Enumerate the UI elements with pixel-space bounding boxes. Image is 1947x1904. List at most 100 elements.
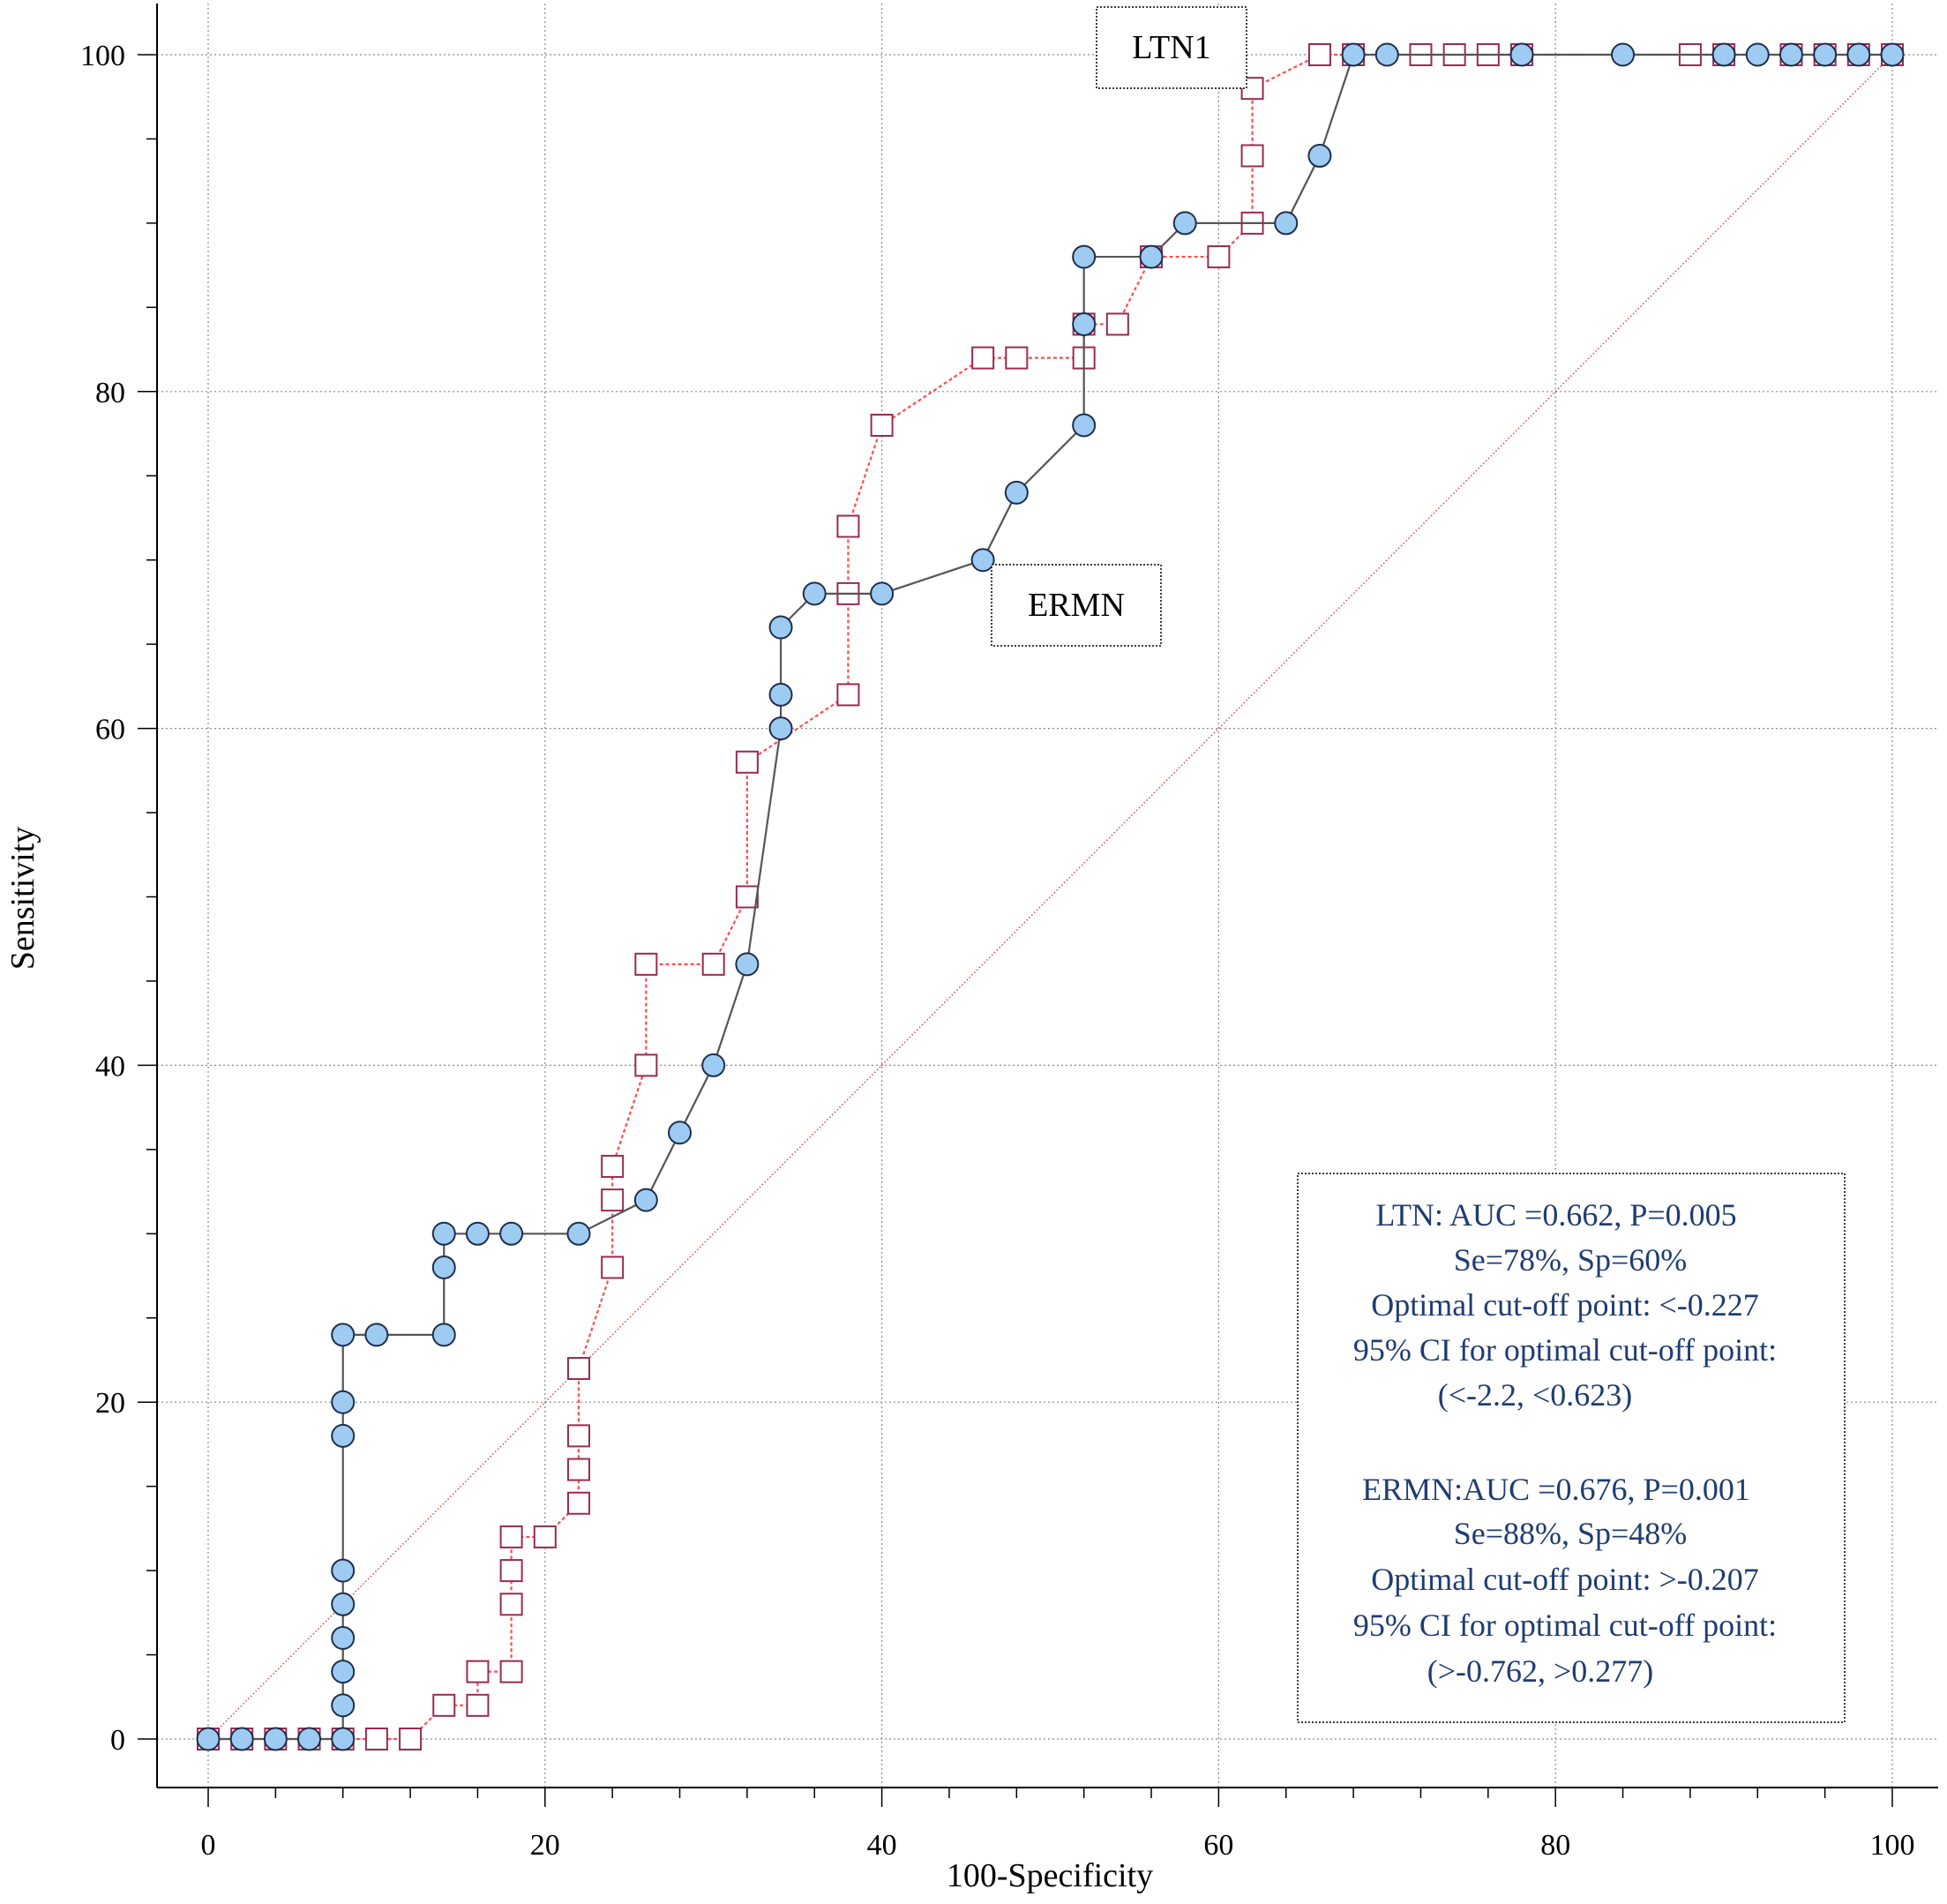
x-tick-label: 20 (530, 1829, 560, 1862)
data-point-ltn1 (466, 1660, 490, 1683)
axes (138, 4, 1938, 1807)
data-point-ltn1 (499, 1660, 523, 1683)
data-point-ltn1 (1105, 312, 1129, 336)
data-point-ermn (297, 1727, 322, 1751)
stats-line-4: 95% CI for optimal cut-off point: (1353, 1332, 1777, 1368)
data-point-ermn (331, 1323, 356, 1347)
ltn1-callout: LTN1 (1096, 6, 1247, 89)
data-point-ltn1 (634, 1053, 658, 1077)
data-point-ermn (1072, 244, 1097, 269)
stats-line-2: Se=78%, Sp=60% (1454, 1242, 1688, 1278)
x-tick-label: 40 (867, 1829, 897, 1862)
data-point-ermn (1846, 42, 1871, 67)
y-tick-label: 60 (95, 714, 125, 746)
data-point-ermn (1880, 42, 1905, 67)
data-point-ermn (1745, 42, 1770, 67)
series-layer (196, 42, 1905, 1751)
data-point-ltn1 (735, 885, 759, 909)
data-point-ltn1 (870, 413, 894, 437)
data-point-ermn (1509, 42, 1534, 67)
x-tick-label: 60 (1203, 1829, 1233, 1862)
data-point-ermn (431, 1255, 456, 1279)
data-point-ermn (196, 1727, 221, 1751)
data-point-ermn (331, 1660, 356, 1684)
ermn-callout-label: ERMN (1028, 587, 1125, 624)
data-point-ltn1 (499, 1593, 523, 1616)
data-point-ermn (263, 1727, 288, 1751)
stats-line-7: ERMN:AUC =0.676, P=0.001 (1362, 1472, 1750, 1507)
x-tick-label: 100 (1870, 1829, 1915, 1862)
data-point-ltn1 (601, 1256, 625, 1279)
data-point-ermn (1072, 311, 1097, 336)
stats-line-8: Se=88%, Sp=48% (1454, 1516, 1688, 1551)
data-point-ltn1 (735, 750, 759, 774)
data-point-ermn (331, 1423, 356, 1448)
data-point-ermn (465, 1221, 490, 1246)
x-axis-title: 100-Specificity (947, 1857, 1153, 1894)
y-tick-label: 20 (95, 1387, 125, 1420)
y-tick-label: 80 (95, 377, 125, 409)
stats-line-11: (>-0.762, >0.277) (1427, 1653, 1654, 1689)
data-point-ltn1 (566, 1458, 590, 1481)
series-ermn (196, 42, 1905, 1751)
data-point-ermn (1341, 42, 1366, 67)
stats-line-9: Optimal cut-off point: >-0.207 (1371, 1562, 1759, 1597)
data-point-ltn1 (601, 1188, 625, 1212)
data-point-ermn (1072, 413, 1097, 438)
stats-line-3: Optimal cut-off point: <-0.227 (1371, 1287, 1759, 1323)
data-point-ermn (431, 1323, 456, 1347)
stats-box: LTN: AUC =0.662, P=0.005 Se=78%, Sp=60% … (1297, 1173, 1846, 1723)
data-point-ltn1 (634, 952, 658, 976)
data-point-ermn (668, 1121, 693, 1145)
data-point-ermn (768, 682, 793, 707)
ltn1-callout-label: LTN1 (1132, 29, 1210, 66)
data-point-ermn (1374, 42, 1399, 67)
data-point-ermn (499, 1221, 524, 1246)
stats-line-5: (<-2.2, <0.623) (1438, 1377, 1633, 1413)
data-point-ltn1 (533, 1525, 557, 1548)
x-tick-label: 0 (201, 1829, 216, 1862)
data-point-ermn (331, 1592, 356, 1616)
data-point-ltn1 (499, 1559, 523, 1583)
ermn-callout: ERMN (991, 564, 1162, 647)
data-point-ermn (1274, 211, 1299, 236)
data-point-ermn (768, 615, 793, 640)
y-tick-label: 0 (110, 1724, 125, 1757)
stats-line-1: LTN: AUC =0.662, P=0.005 (1375, 1197, 1736, 1233)
data-point-ermn (1711, 42, 1736, 67)
data-point-ltn1 (566, 1491, 590, 1515)
data-point-ltn1 (836, 514, 860, 538)
data-point-ltn1 (1240, 144, 1264, 168)
data-point-ermn (229, 1727, 254, 1751)
data-point-ermn (331, 1693, 356, 1718)
y-tick-label: 100 (80, 40, 125, 72)
data-point-ermn (364, 1323, 389, 1347)
data-point-ltn1 (1307, 43, 1331, 66)
data-point-ltn1 (566, 1357, 590, 1381)
data-point-ermn (331, 1727, 356, 1751)
data-point-ltn1 (364, 1728, 388, 1750)
data-point-ermn (768, 716, 793, 741)
data-point-ermn (1779, 42, 1803, 67)
data-point-ltn1 (836, 683, 860, 707)
data-point-ltn1 (971, 346, 995, 370)
data-point-ermn (633, 1188, 658, 1212)
data-point-ltn1 (499, 1525, 523, 1548)
data-point-ltn1 (601, 1154, 625, 1178)
data-point-ermn (1611, 42, 1636, 67)
data-point-ermn (1307, 144, 1332, 169)
data-point-ermn (331, 1390, 356, 1414)
data-point-ltn1 (701, 952, 725, 976)
data-point-ermn (331, 1625, 356, 1650)
data-point-ermn (870, 581, 895, 606)
data-point-ltn1 (432, 1693, 456, 1717)
x-tick-label: 80 (1540, 1829, 1570, 1862)
data-point-ltn1 (1207, 245, 1231, 269)
data-point-ltn1 (566, 1424, 590, 1448)
data-point-ermn (701, 1053, 726, 1077)
data-point-ermn (431, 1221, 456, 1246)
y-axis-title: Sensitivity (4, 827, 41, 971)
data-point-ltn1 (399, 1728, 423, 1750)
data-point-ermn (1139, 244, 1164, 269)
